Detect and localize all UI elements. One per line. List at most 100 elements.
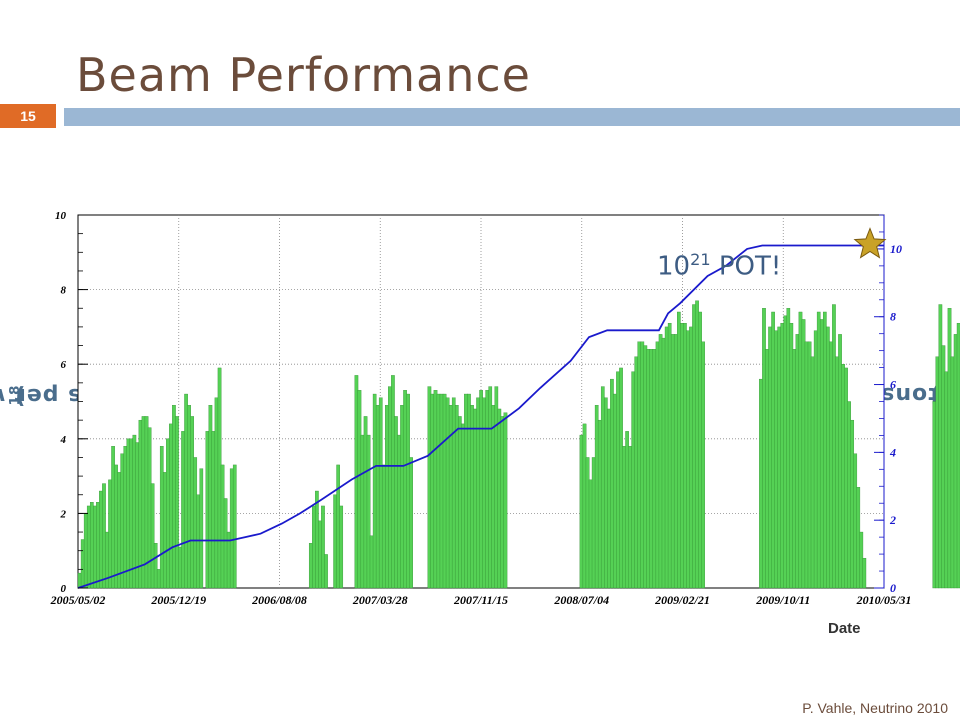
weekly-bar	[378, 397, 383, 589]
slide-title: Beam Performance	[76, 48, 531, 102]
weekly-bar	[138, 419, 143, 589]
weekly-bar	[458, 416, 462, 589]
weekly-bar	[162, 472, 167, 589]
weekly-bar	[232, 464, 237, 589]
weekly-bar	[141, 416, 146, 589]
weekly-bar	[604, 397, 608, 589]
weekly-bar	[850, 419, 855, 589]
weekly-bar	[409, 457, 413, 589]
weekly-bar	[634, 356, 639, 589]
weekly-bar	[129, 438, 134, 589]
weekly-bar	[83, 513, 88, 589]
weekly-bar	[652, 349, 657, 589]
weekly-bar	[625, 431, 629, 589]
weekly-bar	[372, 393, 377, 589]
weekly-bar	[600, 386, 605, 589]
weekly-bar	[777, 326, 782, 589]
weekly-bar	[324, 554, 328, 589]
weekly-bar	[631, 371, 636, 589]
weekly-bar	[801, 319, 806, 589]
weekly-bar	[786, 308, 791, 589]
weekly-bar	[150, 483, 155, 589]
weekly-bar	[594, 405, 599, 589]
weekly-bar	[223, 498, 228, 589]
weekly-bar	[190, 416, 195, 589]
weekly-bar	[430, 393, 435, 589]
x-tick-label: 2007/03/28	[352, 593, 408, 607]
weekly-bar	[172, 405, 176, 589]
weekly-bar	[658, 334, 663, 589]
x-tick-label: 2006/08/08	[251, 593, 307, 607]
weekly-bar	[491, 405, 496, 589]
x-tick-label: 2005/05/02	[50, 593, 106, 607]
right-tick-label: 8	[890, 310, 896, 324]
star-layer	[853, 227, 887, 259]
weekly-bar	[649, 349, 654, 589]
right-tick-label: 6	[890, 378, 896, 392]
weekly-bar	[117, 472, 122, 589]
weekly-bar	[588, 479, 593, 589]
weekly-bar	[375, 405, 380, 589]
weekly-bar	[579, 434, 584, 589]
weekly-bar	[816, 311, 821, 589]
pot-annotation: 1021 POT!	[657, 250, 782, 282]
weekly-bar	[798, 311, 803, 589]
weekly-bar	[451, 397, 456, 589]
weekly-bar	[454, 405, 459, 589]
weekly-bar	[826, 326, 830, 589]
weekly-bar	[856, 487, 861, 589]
weekly-bar	[132, 434, 137, 589]
weekly-bar	[950, 356, 955, 589]
left-tick-label: 2	[60, 508, 67, 520]
weekly-bar	[336, 464, 340, 589]
x-tick-label: 2007/11/15	[453, 593, 508, 607]
weekly-bar	[169, 423, 173, 589]
weekly-bar	[211, 431, 216, 589]
x-tick-label: 2008/07/04	[553, 593, 609, 607]
weekly-bar	[938, 304, 943, 589]
footer-credit: P. Vahle, Neutrino 2010	[802, 700, 948, 716]
left-tick-label: 4	[60, 434, 67, 446]
weekly-bar	[403, 390, 407, 589]
left-tick-label: 0	[61, 583, 67, 595]
x-axis-label: Date	[828, 620, 861, 637]
weekly-bar	[214, 397, 219, 589]
weekly-bar	[394, 416, 398, 589]
weekly-bar	[683, 322, 687, 589]
weekly-bar	[597, 419, 602, 589]
weekly-bar	[464, 393, 468, 589]
weekly-bar	[667, 322, 672, 589]
weekly-bar	[369, 535, 374, 589]
weekly-bar	[847, 401, 851, 589]
weekly-bar	[859, 531, 864, 589]
weekly-bar	[488, 386, 493, 589]
weekly-bar	[427, 386, 432, 589]
weekly-bar	[947, 308, 952, 589]
weekly-bar	[445, 397, 450, 589]
weekly-bar	[400, 405, 404, 589]
weekly-bar	[315, 490, 319, 589]
weekly-bar	[354, 375, 359, 589]
bar-layer	[77, 300, 960, 589]
weekly-bar	[783, 315, 788, 589]
weekly-bar	[701, 341, 705, 589]
weekly-bar	[795, 334, 800, 589]
star-icon	[853, 227, 887, 259]
weekly-bar	[229, 468, 234, 589]
weekly-bar	[835, 356, 839, 589]
weekly-bar	[582, 423, 587, 589]
weekly-bar	[205, 431, 210, 589]
weekly-bar	[585, 457, 590, 589]
weekly-bar	[153, 543, 158, 589]
line-layer	[77, 244, 884, 589]
weekly-bar	[500, 416, 505, 589]
weekly-bar	[482, 397, 486, 589]
weekly-bar	[686, 330, 690, 589]
weekly-bar	[765, 349, 769, 589]
x-tick-label: 2010/05/31	[856, 593, 912, 607]
x-tick-label: 2009/10/11	[755, 593, 810, 607]
weekly-bar	[388, 386, 392, 589]
weekly-bar	[853, 453, 858, 589]
right-tick-label: 2	[889, 513, 896, 527]
weekly-bar	[819, 319, 824, 589]
